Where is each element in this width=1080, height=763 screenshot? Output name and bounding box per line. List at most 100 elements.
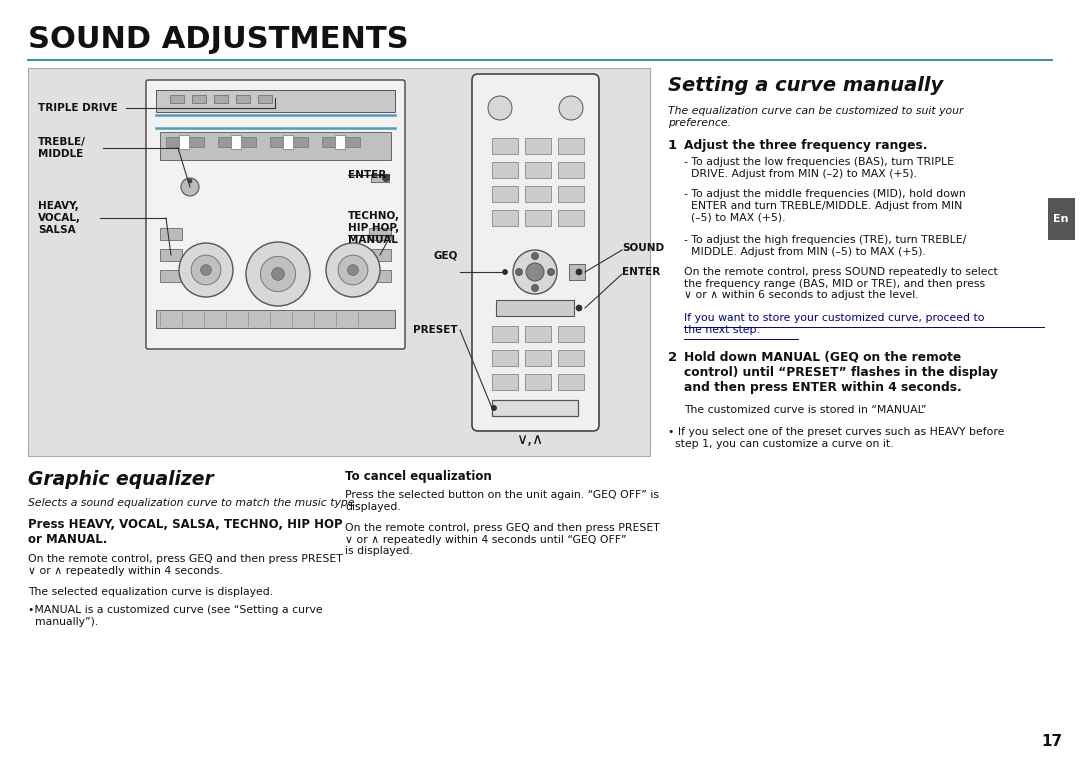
Bar — [369, 270, 391, 282]
Circle shape — [559, 96, 583, 120]
Text: On the remote control, press SOUND repeatedly to select
the frequency range (BAS: On the remote control, press SOUND repea… — [684, 267, 998, 300]
Text: SOUND: SOUND — [622, 243, 664, 253]
Bar — [492, 374, 518, 390]
Bar — [525, 350, 551, 366]
Text: To cancel equalization: To cancel equalization — [345, 470, 491, 483]
Bar — [192, 95, 206, 103]
Text: En: En — [1053, 214, 1069, 224]
Text: ENTER: ENTER — [622, 267, 660, 277]
Bar — [156, 90, 395, 112]
Text: •MANUAL is a customized curve (see “Setting a curve
  manually”).: •MANUAL is a customized curve (see “Sett… — [28, 605, 323, 626]
Text: Setting a curve manually: Setting a curve manually — [669, 76, 943, 95]
Circle shape — [181, 178, 199, 196]
Circle shape — [271, 268, 284, 280]
Bar — [218, 137, 256, 147]
Bar — [492, 326, 518, 342]
Text: Selects a sound equalization curve to match the music type.: Selects a sound equalization curve to ma… — [28, 498, 357, 508]
Circle shape — [515, 269, 523, 275]
Text: ∨,∧: ∨,∧ — [516, 433, 543, 448]
Text: Adjust the three frequency ranges.: Adjust the three frequency ranges. — [684, 139, 928, 152]
Circle shape — [502, 269, 508, 275]
Bar — [569, 264, 585, 280]
Text: Press HEAVY, VOCAL, SALSA, TECHNO, HIP HOP
or MANUAL.: Press HEAVY, VOCAL, SALSA, TECHNO, HIP H… — [28, 518, 342, 546]
Circle shape — [188, 179, 192, 183]
Circle shape — [246, 242, 310, 306]
Text: • If you select one of the preset curves such as HEAVY before
  step 1, you can : • If you select one of the preset curves… — [669, 427, 1004, 449]
Circle shape — [201, 265, 212, 275]
Text: 2: 2 — [669, 351, 677, 364]
Bar — [525, 186, 551, 202]
Text: GEQ: GEQ — [434, 250, 458, 260]
Bar — [492, 186, 518, 202]
Text: On the remote control, press GEQ and then press PRESET
∨ or ∧ repeatedly within : On the remote control, press GEQ and the… — [345, 523, 660, 556]
Bar — [214, 95, 228, 103]
Bar — [558, 162, 584, 178]
FancyBboxPatch shape — [472, 74, 599, 431]
Bar — [369, 249, 391, 261]
Bar — [492, 400, 578, 416]
Text: PRESET: PRESET — [414, 325, 458, 335]
Bar — [492, 162, 518, 178]
Circle shape — [576, 269, 582, 275]
Text: If you want to store your customized curve, proceed to
the next step.: If you want to store your customized cur… — [684, 313, 985, 335]
Bar — [525, 374, 551, 390]
Bar — [160, 228, 183, 240]
Bar — [335, 135, 345, 149]
Bar — [492, 138, 518, 154]
Text: TECHNO,
HIP HOP,
MANUAL: TECHNO, HIP HOP, MANUAL — [348, 211, 400, 245]
Text: - To adjust the low frequencies (BAS), turn TRIPLE
  DRIVE. Adjust from MIN (–2): - To adjust the low frequencies (BAS), t… — [684, 157, 954, 179]
Bar — [160, 249, 183, 261]
Circle shape — [531, 253, 539, 259]
Circle shape — [326, 243, 380, 297]
Bar — [270, 137, 308, 147]
Text: 17: 17 — [1041, 735, 1063, 749]
Text: TRIPLE DRIVE: TRIPLE DRIVE — [38, 103, 118, 113]
Bar — [492, 350, 518, 366]
Bar — [558, 210, 584, 226]
Text: Press the selected button on the unit again. “GEQ OFF” is
displayed.: Press the selected button on the unit ag… — [345, 490, 659, 512]
Bar — [492, 210, 518, 226]
Bar — [166, 137, 204, 147]
Circle shape — [348, 265, 359, 275]
Bar — [231, 135, 241, 149]
Bar — [372, 174, 389, 182]
Text: The equalization curve can be customized to suit your
preference.: The equalization curve can be customized… — [669, 106, 963, 127]
Bar — [156, 310, 395, 328]
Bar — [160, 270, 183, 282]
Bar — [496, 300, 573, 316]
Circle shape — [191, 255, 220, 285]
Bar — [525, 326, 551, 342]
Circle shape — [260, 256, 296, 291]
Circle shape — [548, 269, 554, 275]
Bar — [283, 135, 293, 149]
Bar — [237, 95, 249, 103]
Bar — [28, 68, 650, 456]
Circle shape — [179, 243, 233, 297]
Bar — [525, 162, 551, 178]
Bar — [322, 137, 360, 147]
Circle shape — [488, 96, 512, 120]
Bar — [525, 138, 551, 154]
Bar — [179, 135, 189, 149]
Text: On the remote control, press GEQ and then press PRESET
∨ or ∧ repeatedly within : On the remote control, press GEQ and the… — [28, 554, 342, 575]
Circle shape — [531, 285, 539, 291]
Bar — [1048, 198, 1075, 240]
Text: HEAVY,
VOCAL,
SALSA: HEAVY, VOCAL, SALSA — [38, 201, 81, 234]
Circle shape — [513, 250, 557, 294]
Circle shape — [382, 175, 390, 182]
Circle shape — [526, 263, 544, 281]
Text: SOUND ADJUSTMENTS: SOUND ADJUSTMENTS — [28, 25, 408, 54]
Bar — [558, 138, 584, 154]
Circle shape — [576, 305, 582, 311]
Text: Hold down MANUAL (GEQ on the remote
control) until “PRESET” flashes in the displ: Hold down MANUAL (GEQ on the remote cont… — [684, 351, 998, 394]
Text: The selected equalization curve is displayed.: The selected equalization curve is displ… — [28, 587, 273, 597]
Text: 1: 1 — [669, 139, 677, 152]
Bar — [558, 374, 584, 390]
Bar — [558, 326, 584, 342]
FancyBboxPatch shape — [146, 80, 405, 349]
Circle shape — [491, 405, 497, 410]
Text: - To adjust the high frequencies (TRE), turn TREBLE/
  MIDDLE. Adjust from MIN (: - To adjust the high frequencies (TRE), … — [684, 235, 967, 256]
Bar — [558, 186, 584, 202]
Bar — [160, 132, 391, 160]
Bar — [558, 350, 584, 366]
